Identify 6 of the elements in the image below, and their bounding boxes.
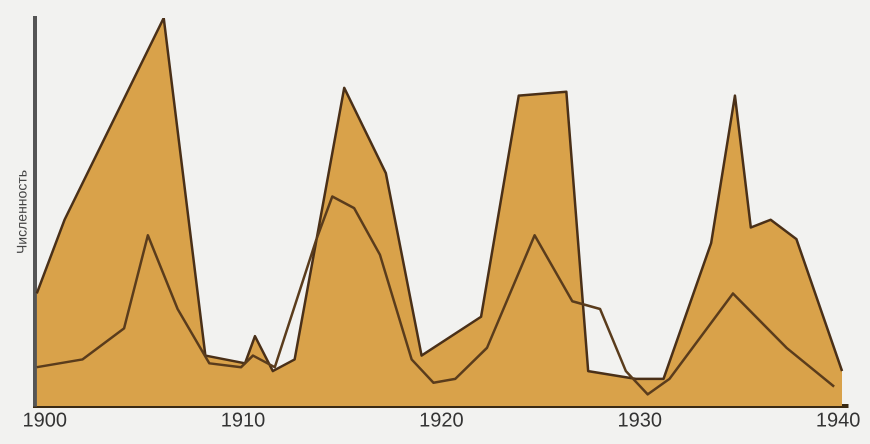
x-tick-label: 1920: [419, 410, 464, 432]
y-axis-title: Численность: [13, 170, 30, 254]
x-tick-label: 1900: [22, 410, 67, 432]
x-tick-label: 1930: [617, 410, 662, 432]
x-tick-label: 1910: [220, 410, 266, 432]
x-tick-label: 1940: [816, 410, 860, 432]
